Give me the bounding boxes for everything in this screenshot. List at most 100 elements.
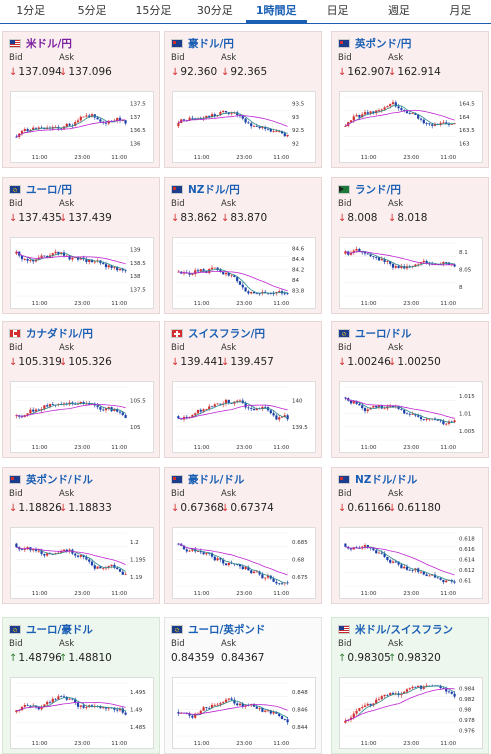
candlestick-chart[interactable]: 0.848 0.846 0.844 11:00 23:00 11:00 [172,677,316,749]
candle-body [121,412,124,415]
candle-body [118,411,122,413]
candle-body [32,260,35,262]
rate-card[interactable]: 英ポンド/円 Bid Ask ↓162.907 ↓162.914 164.5 164 163.… [331,31,489,168]
card-header: スイスフラン/円 [171,326,265,340]
ma-short-line [345,397,455,423]
candle-body [62,696,66,698]
rate-card[interactable]: ユーロ/豪ドル Bid Ask ↑1.48796 ↑1.48810 1.495 1.49 1.… [2,617,160,754]
bid-value: ↓139.441 [171,356,224,368]
candle-body [436,419,439,421]
candle-body [51,253,54,256]
rate-card[interactable]: 豪ドル/ドル Bid Ask ↓0.67368 ↓0.67374 0.685 0.68 0.6… [164,467,322,604]
down-arrow-icon: ↓ [338,213,347,224]
bid-value: ↓105.319 [9,356,62,368]
tab-2[interactable]: 15分足 [135,4,172,17]
rate-card[interactable]: ユーロ/円 Bid Ask ↓137.435 ↓137.439 139 138.5 138 13… [2,177,160,314]
candlestick-chart[interactable]: 0.685 0.68 0.675 11:00 23:00 11:00 [172,527,316,599]
bid-label: Bid [9,343,23,353]
candle-body [20,255,24,260]
tab-7[interactable]: 月足 [449,4,472,17]
candle-body [48,701,52,703]
candle-body [99,119,102,122]
pair-name[interactable]: NZドル/ドル [355,473,418,486]
candle-body [241,566,244,570]
rate-card[interactable]: 豪ドル/円 Bid Ask ↓92.360 ↓92.365 93.5 93 92.5 92 11:… [164,31,322,168]
candlestick-chart[interactable]: 164.5 164 163.5 163 11:00 23:00 11:00 [339,91,483,163]
candle-body [23,129,26,131]
candlestick-chart[interactable]: 139 138.5 138 137.5 11:00 23:00 11:00 [10,237,154,309]
pair-name[interactable]: カナダドル/円 [26,327,93,340]
rate-card[interactable]: カナダドル/円 Bid Ask ↓105.319 ↓105.326 105.5 105 11:… [2,321,160,458]
rate-card[interactable]: NZドル/ドル Bid Ask ↓0.61166 ↓0.61180 0.618 0.616 0… [331,467,489,604]
tab-1[interactable]: 5分足 [77,4,107,17]
rate-card[interactable]: ユーロ/ドル Bid Ask ↓1.00246 ↓1.00250 1.015 1.01 1.0… [331,321,489,458]
tab-5[interactable]: 日足 [326,4,349,17]
ask-value: ↓1.00250 [388,356,441,368]
x-tick-label: 23:00 [236,591,252,597]
candle-body [283,719,286,720]
candlestick-chart[interactable]: 93.5 93 92.5 92 11:00 23:00 11:00 [172,91,316,163]
y-tick-label: 0.685 [292,540,308,546]
pair-name[interactable]: ユーロ/ドル [355,327,412,340]
pair-name[interactable]: ユーロ/円 [26,183,72,196]
candle-body [219,558,222,560]
rate-card[interactable]: 米ドル/スイスフラン Bid Ask ↑0.98305 ↑0.98320 0.984 0.9… [331,617,489,754]
pair-name[interactable]: ユーロ/英ポンド [188,623,266,636]
candle-body [205,408,208,410]
candle-body [411,414,414,415]
candlestick-chart[interactable]: 8.1 8.05 8 11:00 23:00 11:00 [339,237,483,309]
rate-card[interactable]: ユーロ/英ポンド Bid Ask 0.84359 0.84367 0.848 0.846 0.… [164,617,322,754]
candlestick-chart[interactable]: 1.495 1.49 1.485 11:00 23:00 11:00 [10,677,154,749]
tab-3[interactable]: 30分足 [196,4,233,17]
y-tick-label: 92 [292,141,299,147]
candle-body [391,561,395,563]
pair-name[interactable]: ランド/円 [355,183,401,196]
x-tick-label: 11:00 [32,445,48,451]
candle-body [366,112,369,114]
candle-body [191,549,194,551]
candle-body [23,258,26,260]
bid-label: Bid [9,199,23,209]
pair-name[interactable]: スイスフラン/円 [188,327,266,340]
down-arrow-icon: ↓ [171,213,180,224]
pair-name[interactable]: NZドル/円 [188,183,240,196]
candle-body [425,260,428,264]
rate-card[interactable]: 英ポンド/ドル Bid Ask ↓1.18826 ↓1.18833 1.2 1.195 1.1… [2,467,160,604]
candle-body [349,548,353,550]
down-arrow-icon: ↓ [221,213,230,224]
pair-name[interactable]: 米ドル/スイスフラン [355,623,454,636]
tab-4[interactable]: 1時間足 [245,0,307,23]
candlestick-chart[interactable]: 137.5 137 136.5 136 11:00 23:00 11:00 [10,91,154,163]
candle-body [46,405,49,407]
candle-body [447,691,451,693]
down-arrow-icon: ↓ [171,67,180,78]
pair-name[interactable]: ユーロ/豪ドル [26,623,93,636]
pair-name[interactable]: 米ドル/円 [26,37,72,50]
candle-body [394,266,397,268]
candle-body [15,251,18,254]
candlestick-chart[interactable]: 105.5 105 11:00 23:00 11:00 [10,381,154,453]
rate-card[interactable]: NZドル/円 Bid Ask ↓83.862 ↓83.870 84.6 84.4 84.2 84… [164,177,322,314]
pair-name[interactable]: 英ポンド/円 [355,37,412,50]
x-tick-label: 11:00 [111,301,127,307]
candlestick-chart[interactable]: 84.6 84.4 84.2 84 83.8 11:00 23:00 11:00 [172,237,316,309]
tab-0[interactable]: 1分足 [16,4,46,17]
candlestick-chart[interactable]: 1.015 1.01 1.005 11:00 23:00 11:00 [339,381,483,453]
pair-name[interactable]: 豪ドル/円 [188,37,234,50]
rate-card[interactable]: ランド/円 Bid Ask ↓8.008 ↓8.018 8.1 8.05 8 11:00 23:0… [331,177,489,314]
pair-name[interactable]: 英ポンド/ドル [26,473,93,486]
candle-body [210,553,214,557]
candle-body [280,416,284,418]
candlestick-chart[interactable]: 1.2 1.195 1.19 11:00 23:00 11:00 [10,527,154,599]
candlestick-chart[interactable]: 140 139.5 11:00 23:00 11:00 [172,381,316,453]
pair-name[interactable]: 豪ドル/ドル [188,473,245,486]
candle-body [238,703,242,706]
rate-card[interactable]: スイスフラン/円 Bid Ask ↓139.441 ↓139.457 140 139.5 11… [164,321,322,458]
candlestick-chart[interactable]: 0.618 0.616 0.614 0.612 0.61 11:00 23:00 11:00 [339,527,483,599]
down-arrow-icon: ↓ [171,357,180,368]
candle-body [182,272,186,274]
tab-6[interactable]: 週足 [387,4,410,17]
candlestick-chart[interactable]: 0.984 0.982 0.98 0.978 0.976 11:00 23:00 11:00 [339,677,483,749]
candle-body [375,257,378,258]
rate-card[interactable]: 米ドル/円 Bid Ask ↓137.094 ↓137.096 137.5 137 136.5… [2,31,160,168]
